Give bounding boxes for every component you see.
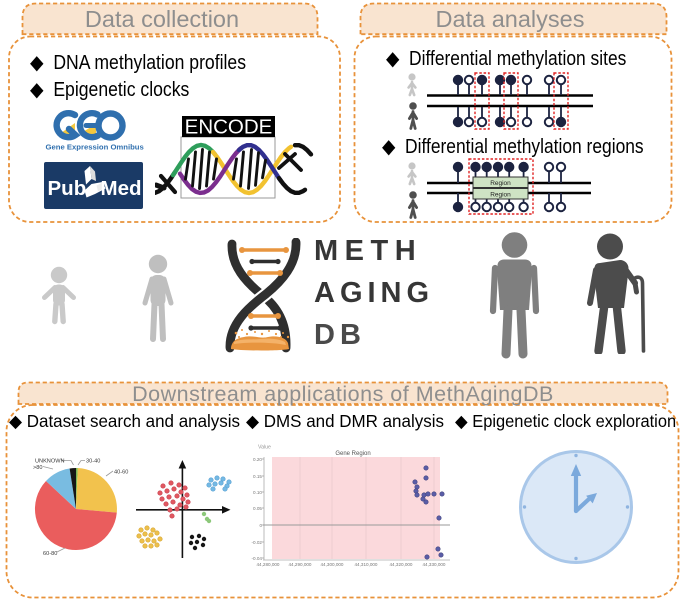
svg-text:30-40: 30-40 (86, 459, 100, 465)
svg-text:Region: Region (490, 180, 511, 187)
svg-text:Pub: Pub (48, 177, 87, 200)
svg-text:Gene Region: Gene Region (335, 451, 370, 457)
svg-text:44,330,000: 44,330,000 (423, 562, 446, 567)
svg-text:Region: Region (490, 192, 511, 199)
svg-text:44,300,000: 44,300,000 (321, 562, 344, 567)
svg-text:44,320,000: 44,320,000 (390, 562, 413, 567)
svg-text:60-80: 60-80 (43, 551, 57, 557)
svg-text:0.10: 0.10 (253, 490, 262, 495)
svg-text:0.15: 0.15 (253, 474, 262, 479)
svg-text:ENCODE: ENCODE (185, 116, 273, 139)
svg-text:0.20: 0.20 (253, 457, 262, 462)
svg-text:Med: Med (101, 177, 142, 200)
svg-text:Value: Value (258, 445, 271, 451)
svg-text:44,280,000: 44,280,000 (257, 562, 280, 567)
svg-text:40-60: 40-60 (114, 470, 128, 476)
svg-text:Gene Expression Omnibus: Gene Expression Omnibus (46, 143, 144, 152)
svg-text:-0.04: -0.04 (252, 556, 263, 561)
svg-text:44,290,000: 44,290,000 (289, 562, 312, 567)
svg-text:0: 0 (259, 523, 262, 528)
svg-text:44,310,000: 44,310,000 (355, 562, 378, 567)
svg-text:UNKNOWN: UNKNOWN (35, 459, 65, 465)
svg-text:>80: >80 (33, 465, 43, 471)
svg-text:0.05: 0.05 (253, 506, 262, 511)
svg-text:-0.02: -0.02 (252, 540, 263, 545)
